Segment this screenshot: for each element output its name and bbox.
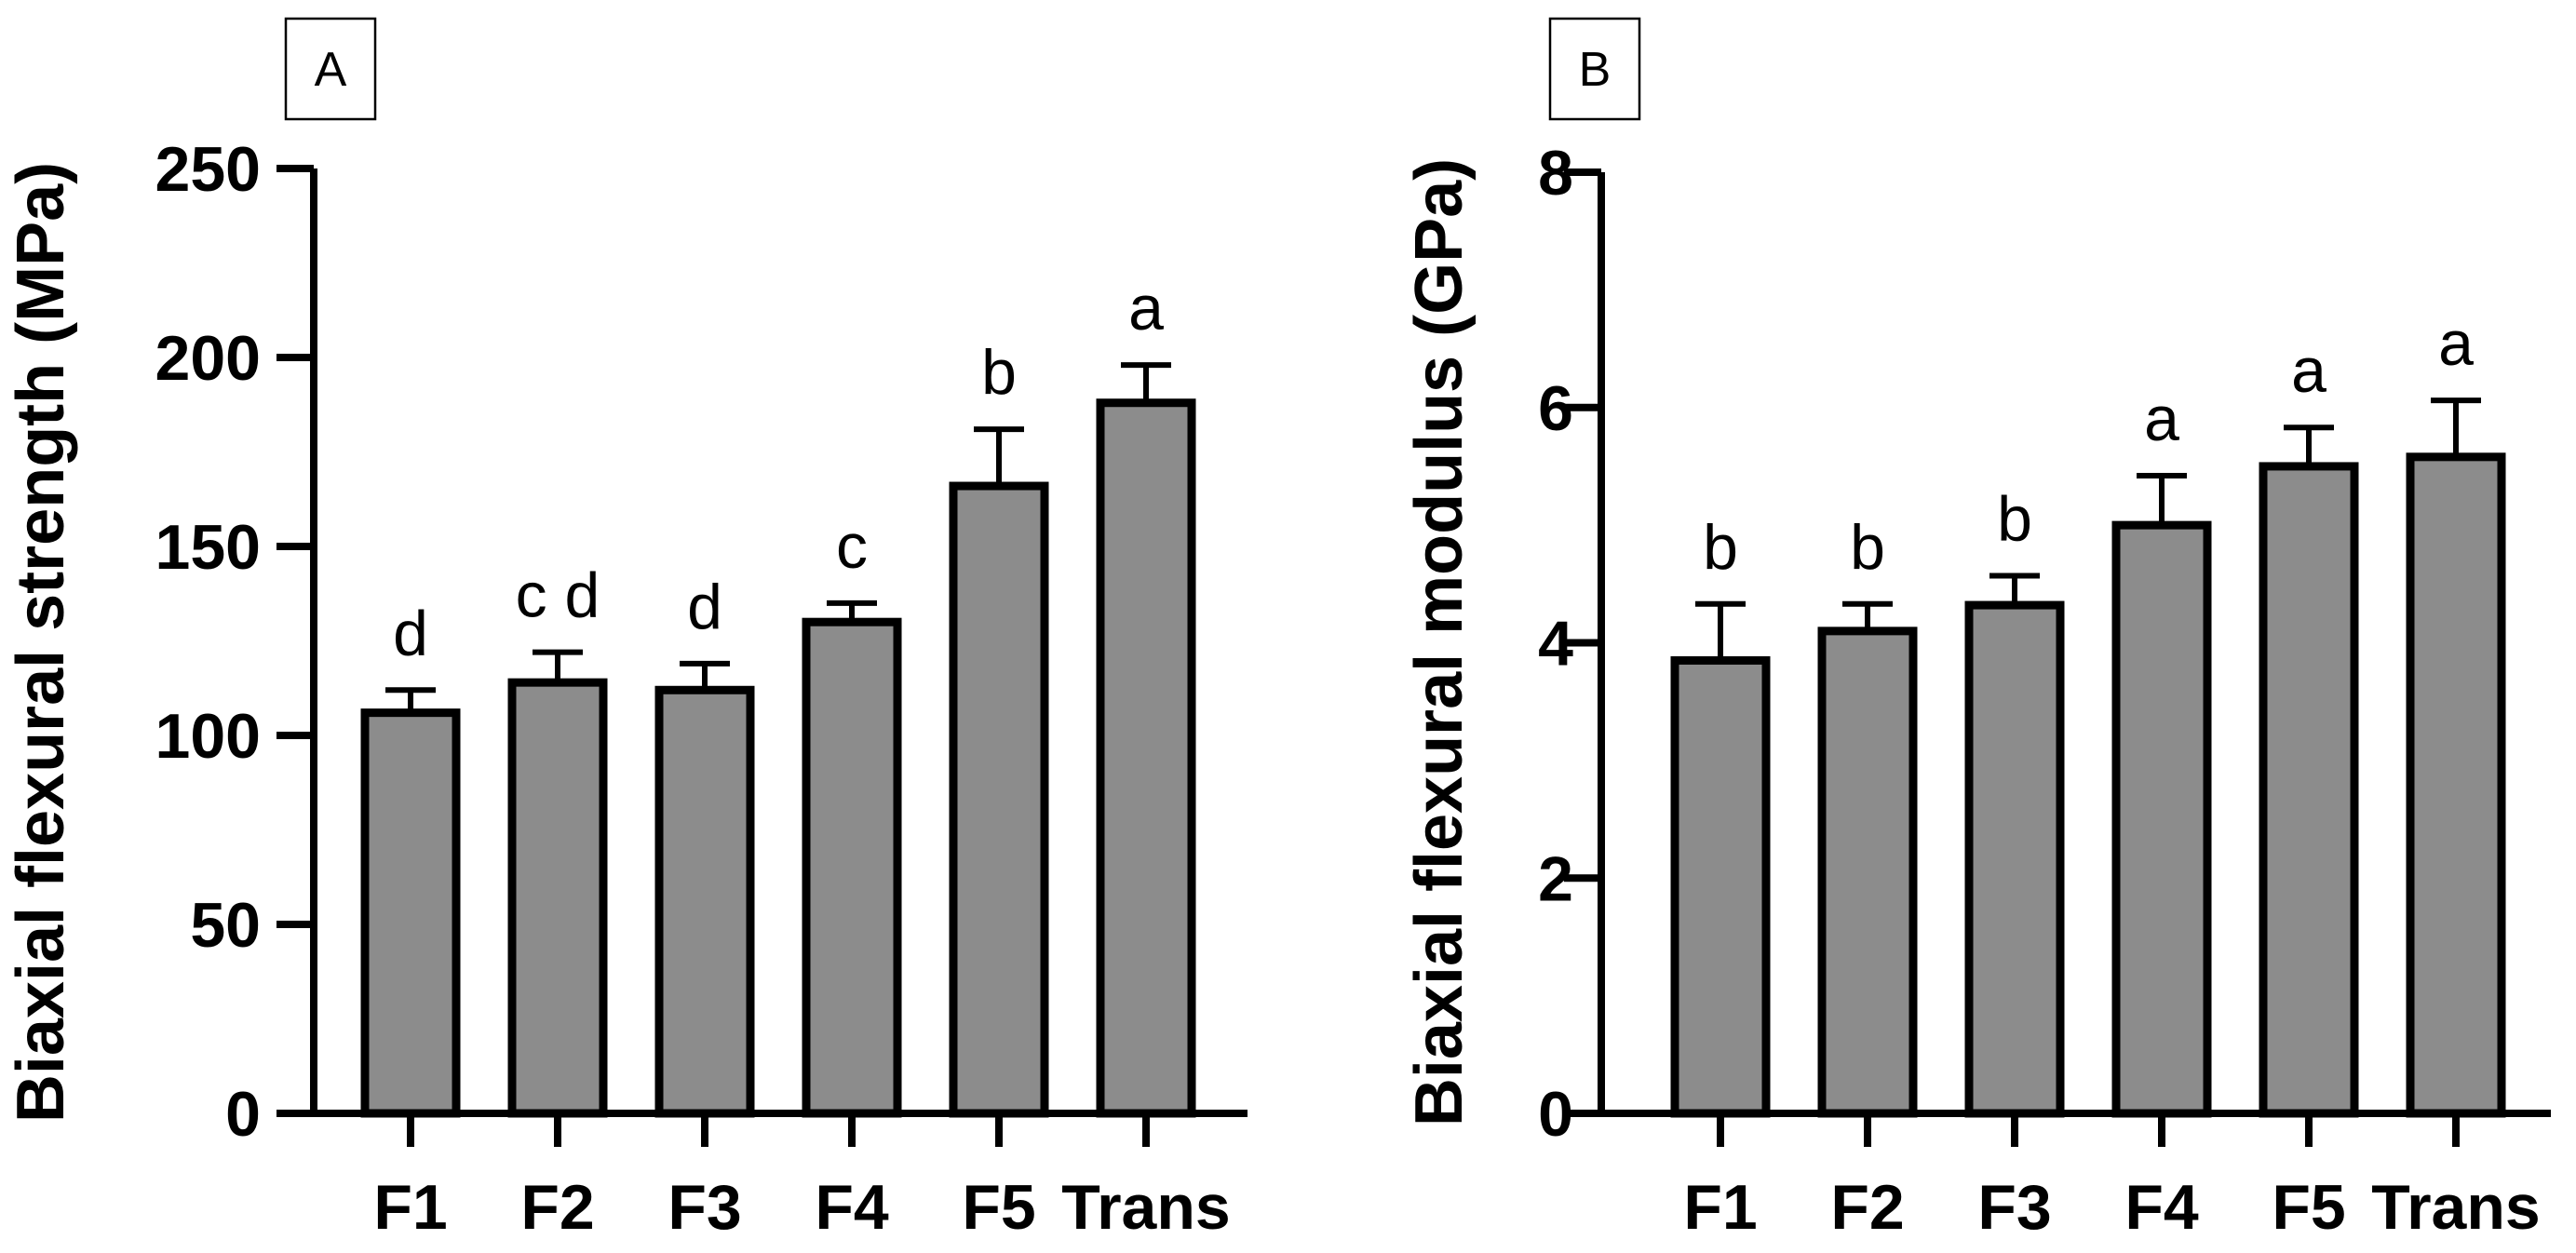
significance-label: d: [393, 598, 428, 668]
x-tick-label: F3: [1977, 1172, 2051, 1243]
panel-label-box: [1548, 17, 1641, 121]
bar-f4: [2111, 520, 2212, 1118]
y-tick-label: 4: [1538, 609, 1573, 680]
significance-label: c: [836, 511, 868, 582]
y-tick-label: 250: [155, 134, 261, 205]
y-tick-label: 6: [1538, 373, 1573, 444]
y-tick-label: 200: [155, 323, 261, 394]
x-tick-label: Trans: [2371, 1172, 2540, 1243]
bar-f1: [1670, 655, 1771, 1118]
bar-f1: [360, 708, 461, 1118]
bar-f5: [2259, 462, 2359, 1118]
significance-label: d: [687, 572, 722, 642]
panel-label: A: [315, 43, 347, 97]
significance-label: b: [1850, 512, 1885, 583]
y-tick-label: 0: [225, 1079, 261, 1150]
panel-b: Bb F1 b F2 b F3 a F4 a F5 a Trans 0 2 4 6 8 Biaxial flexu…: [1402, 17, 2551, 1243]
significance-label: a: [2291, 335, 2326, 406]
panel-label: B: [1579, 43, 1612, 97]
x-tick-label: F4: [815, 1172, 889, 1243]
x-tick-label: F1: [373, 1172, 447, 1243]
bar-f5: [949, 481, 1049, 1118]
y-axis-title: Biaxial flexural modulus (GPa): [1402, 158, 1477, 1126]
panel-a: Ad F1 c d F2 d F3 c F4 b F5 a Trans 0 50 100 150 200 250 B…: [4, 17, 1248, 1243]
bar-f3: [1964, 600, 2065, 1118]
bar-f4: [802, 617, 902, 1118]
significance-label: c d: [516, 560, 600, 631]
x-tick-label: F4: [2124, 1172, 2199, 1243]
bar-f2: [1817, 626, 1918, 1118]
x-tick-label: F2: [1830, 1172, 1904, 1243]
x-tick-label: F3: [668, 1172, 741, 1243]
bar-trans: [1096, 398, 1196, 1118]
x-tick-label: F5: [962, 1172, 1035, 1243]
y-axis-title: Biaxial flexural strength (MPa): [4, 162, 78, 1123]
significance-label: a: [1128, 273, 1164, 344]
x-tick-label: F2: [520, 1172, 594, 1243]
x-tick-label: F5: [2272, 1172, 2345, 1243]
significance-label: b: [1703, 512, 1738, 583]
y-tick-label: 150: [155, 512, 261, 583]
y-tick-label: 8: [1538, 138, 1573, 209]
y-tick-label: 50: [190, 890, 261, 961]
significance-label: a: [2144, 384, 2179, 454]
significance-label: a: [2438, 308, 2474, 379]
bar-trans: [2406, 452, 2506, 1118]
significance-label: b: [981, 337, 1017, 408]
bar-f3: [654, 685, 755, 1118]
y-tick-label: 2: [1538, 843, 1573, 914]
y-tick-label: 100: [155, 701, 261, 772]
significance-label: b: [1997, 483, 2032, 554]
bar-f2: [507, 678, 608, 1118]
x-tick-label: F1: [1683, 1172, 1757, 1243]
y-tick-label: 0: [1538, 1079, 1573, 1150]
x-tick-label: Trans: [1061, 1172, 1230, 1243]
panel-label-box: [284, 17, 377, 121]
